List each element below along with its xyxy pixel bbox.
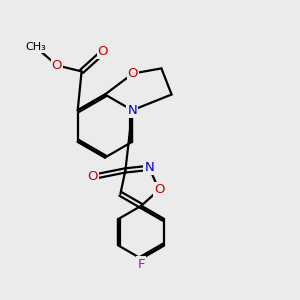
Text: N: N xyxy=(128,104,137,117)
Text: F: F xyxy=(137,257,145,271)
Text: O: O xyxy=(154,183,164,196)
Text: O: O xyxy=(128,67,138,80)
Text: CH₃: CH₃ xyxy=(26,42,46,52)
Text: N: N xyxy=(144,161,154,174)
Text: O: O xyxy=(98,45,108,58)
Text: O: O xyxy=(87,170,98,183)
Text: O: O xyxy=(52,59,62,72)
